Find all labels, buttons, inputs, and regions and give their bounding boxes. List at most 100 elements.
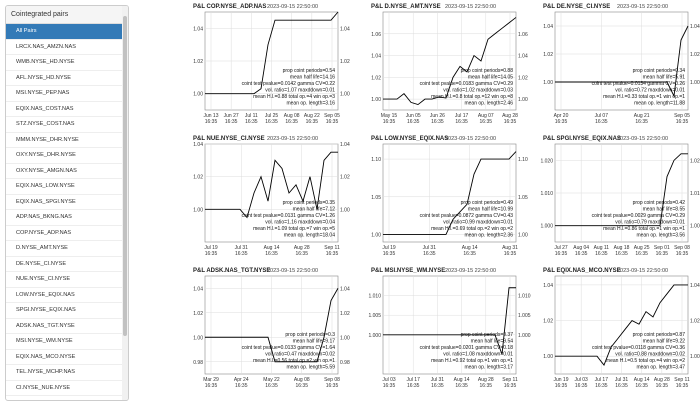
stat-line: mean op. length=5.59 xyxy=(286,365,335,371)
panel-period: 2023-09-15 22:50:00 xyxy=(267,4,318,10)
x-tick-time: 16:35 xyxy=(235,251,248,257)
stat-line: vol. ratio=1.16 maxddown=0.04 xyxy=(265,220,335,226)
x-tick-time: 16:35 xyxy=(295,251,308,257)
plot-area xyxy=(554,11,689,111)
y-tick-label: 1.02 xyxy=(340,59,350,65)
stat-line: mean half life=8.55 xyxy=(643,207,686,213)
x-tick-label: Aug 08 xyxy=(284,113,300,119)
stat-line: mean H.l.=0.69 total op.=2 win op.=2 xyxy=(431,226,513,232)
y-tick-label: 1.00 xyxy=(543,354,553,360)
pair-item[interactable]: EQIX.NAS_SPGI.NYSE xyxy=(6,195,128,210)
y-tick-label: 1.05 xyxy=(518,195,528,201)
x-tick-label: Aug 25 xyxy=(634,245,650,251)
y-tick-label: 1.00 xyxy=(518,97,528,103)
y-tick-label: 1.010 xyxy=(690,191,700,197)
y-tick-label: 1.02 xyxy=(690,319,700,325)
x-tick-time: 16:35 xyxy=(455,383,468,389)
pair-item[interactable]: DE.NYSE_CI.NYSE xyxy=(6,257,128,272)
scroll-thumb[interactable] xyxy=(123,16,127,336)
pair-item[interactable]: LOW.NYSE_EQIX.NAS xyxy=(6,288,128,303)
pair-item[interactable]: EQIX.NAS_LOW.NYSE xyxy=(6,179,128,195)
plot-area xyxy=(382,143,517,243)
y-tick-label: 1.00 xyxy=(340,92,350,98)
pair-item[interactable]: OXY.NYSE_AMGN.NAS xyxy=(6,164,128,179)
x-tick-label: Jul 03 xyxy=(382,377,396,383)
y-tick-label: 1.000 xyxy=(368,333,381,339)
y-tick-label: 1.04 xyxy=(543,24,553,30)
panel-title: P&L EQIX.NAS_MCO.NYSE xyxy=(543,268,621,274)
scrollbar[interactable] xyxy=(122,6,128,400)
stat-line: mean op. length=18.04 xyxy=(284,233,336,239)
stat-line: prop coint periods=0.37 xyxy=(461,332,514,338)
stat-line: prop coint periods=0.34 xyxy=(633,68,686,74)
x-tick-time: 16:35 xyxy=(480,119,493,125)
x-tick-label: Apr 20 xyxy=(554,113,569,119)
x-tick-time: 16:35 xyxy=(205,383,218,389)
x-tick-label: Jul 31 xyxy=(423,245,437,251)
pair-item[interactable]: AFL.NYSE_HD.NYSE xyxy=(6,71,128,86)
x-tick-time: 16:35 xyxy=(423,251,436,257)
x-tick-label: May 15 xyxy=(381,113,398,119)
y-tick-label: 1.00 xyxy=(371,97,381,103)
pair-item[interactable]: COP.NYSE_ADP.NAS xyxy=(6,226,128,241)
pair-item[interactable]: ADSK.NAS_TGT.NYSE xyxy=(6,319,128,334)
pair-item[interactable]: NUE.NYSE_CI.NYSE xyxy=(6,272,128,288)
x-tick-time: 16:35 xyxy=(555,383,568,389)
y-tick-label: 1.000 xyxy=(540,224,553,230)
panel-title: P&L LOW.NYSE_EQIX.NAS xyxy=(371,136,448,142)
y-tick-label: 1.005 xyxy=(368,313,381,319)
y-tick-label: 1.020 xyxy=(540,158,553,164)
pair-item[interactable]: MMM.NYSE_DHR.NYSE xyxy=(6,133,128,148)
pair-item[interactable]: STZ.NYSE_COST.NAS xyxy=(6,117,128,133)
pair-item[interactable]: ADP.NAS_BKNG.NAS xyxy=(6,210,128,226)
x-tick-time: 16:35 xyxy=(326,383,339,389)
panel-title: P&L SPGI.NYSE_EQIX.NAS xyxy=(543,136,621,142)
pair-item[interactable]: All Pairs xyxy=(6,24,128,40)
y-tick-label: 1.00 xyxy=(690,354,700,360)
pair-item[interactable]: OXY.NYSE_DHR.NYSE xyxy=(6,148,128,164)
stat-line: mean op. length=2.46 xyxy=(464,101,513,107)
y-tick-label: 1.010 xyxy=(368,294,381,300)
panel-period: 2023-09-15 22:50:00 xyxy=(445,4,496,10)
pair-item[interactable]: LRCX.NAS_AMZN.NAS xyxy=(6,40,128,55)
y-tick-label: 1.04 xyxy=(340,142,350,148)
panel-period: 2023-09-15 22:50:00 xyxy=(445,136,496,142)
pair-item[interactable]: EQIX.NAS_COST.NAS xyxy=(6,102,128,117)
x-tick-label: Aug 18 xyxy=(614,245,630,251)
x-tick-time: 16:35 xyxy=(431,119,444,125)
pair-item[interactable]: MSI.NYSE_WM.NYSE xyxy=(6,334,128,350)
x-tick-time: 16:35 xyxy=(306,119,319,125)
x-tick-time: 16:35 xyxy=(265,119,278,125)
list-header: Cointegrated pairs xyxy=(6,6,128,24)
x-tick-time: 16:35 xyxy=(205,251,218,257)
x-tick-label: Aug 14 xyxy=(462,245,478,251)
stat-line: vol. ratio=1.02 maxddown=0.03 xyxy=(443,88,513,94)
x-tick-label: Aug 28 xyxy=(654,377,670,383)
stat-line: coint test pvalue=0.0133 gamma CV=1.64 xyxy=(242,345,336,351)
pair-item[interactable]: TEL.NYSE_MCHP.NAS xyxy=(6,365,128,381)
panel-period: 2023-09-15 22:50:00 xyxy=(445,268,496,274)
panel-period: 2023-09-15 22:50:00 xyxy=(267,136,318,142)
x-tick-time: 16:35 xyxy=(455,119,468,125)
pair-item[interactable]: D.NYSE_AMT.NYSE xyxy=(6,241,128,257)
x-tick-label: Sep 08 xyxy=(674,245,690,251)
pair-item[interactable]: SPGI.NYSE_EQIX.NAS xyxy=(6,303,128,319)
stat-line: vol. ratio=0.99 maxddown=0.01 xyxy=(443,220,513,226)
panel-period: 2023-09-15 22:50:00 xyxy=(617,136,668,142)
pair-item[interactable]: CI.NYSE_NUE.NYSE xyxy=(6,381,128,396)
x-tick-time: 16:35 xyxy=(635,383,648,389)
y-tick-label: 1.02 xyxy=(543,319,553,325)
x-tick-label: May 22 xyxy=(263,377,280,383)
stat-line: mean half life=14.16 xyxy=(290,75,335,81)
stat-line: mean half life=9.22 xyxy=(643,339,686,345)
stat-line: mean H.l.=0.8 total op.=12 win op.=8 xyxy=(431,94,513,100)
stat-line: coint test pvalue=0.0131 gamma CV=1.26 xyxy=(242,213,336,219)
x-tick-label: Aug 08 xyxy=(294,377,310,383)
pair-item[interactable]: MSI.NYSE_PEP.NAS xyxy=(6,86,128,102)
pair-item[interactable]: EQIX.NAS_MCO.NYSE xyxy=(6,350,128,365)
x-tick-time: 16:35 xyxy=(407,119,420,125)
stat-line: mean H.l.=0.5 total op.=4 win op.=2 xyxy=(606,358,685,364)
y-tick-label: 1.04 xyxy=(340,286,350,292)
pair-item[interactable]: WMB.NYSE_HD.NYSE xyxy=(6,55,128,71)
pnl-line xyxy=(555,284,688,366)
